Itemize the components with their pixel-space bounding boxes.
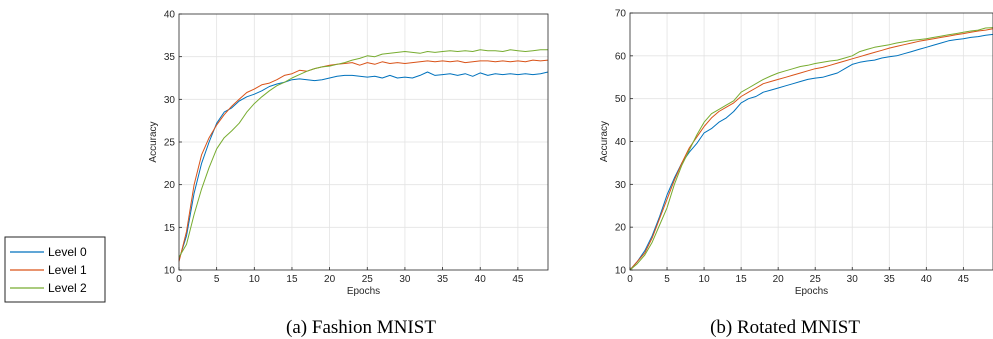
y-axis-label: Accuracy [148, 121, 159, 162]
rotated-mnist-chart: 0 5 10 15 20 25 30 35 40 45 10 20 30 40 50 60 70 Epochs Ac… [599, 9, 993, 297]
y-tick-label: 50 [615, 94, 627, 105]
y-tick-label: 30 [615, 180, 627, 191]
y-tick-label: 40 [615, 137, 627, 148]
x-tick-label: 15 [286, 274, 298, 285]
x-tick-label: 0 [176, 274, 182, 285]
legend-entry-2: Level 2 [10, 281, 87, 295]
x-tick-label: 5 [664, 274, 670, 285]
x-tick-label: 10 [699, 274, 711, 285]
legend-label-level-0: Level 0 [48, 245, 87, 259]
series-line-level-2 [629, 27, 993, 271]
x-tick-label: 30 [847, 274, 859, 285]
legend-label-level-1: Level 1 [48, 263, 87, 277]
legend: Level 0 Level 1 Level 2 [4, 236, 106, 303]
series-line-level-1 [178, 59, 549, 262]
y-tick-label: 40 [164, 10, 176, 21]
y-tick-label: 35 [164, 52, 176, 63]
x-tick-label: 5 [214, 274, 220, 285]
x-tick-label: 40 [921, 274, 933, 285]
x-tick-label: 45 [958, 274, 970, 285]
x-axis-label: Epochs [795, 286, 828, 297]
y-tick-label: 10 [615, 266, 627, 277]
series-line-level-0 [178, 71, 549, 260]
legend-entry-1: Level 1 [10, 263, 87, 277]
y-tick-label: 15 [164, 223, 176, 234]
series-line-level-2 [178, 49, 548, 258]
y-tick-label: 25 [164, 138, 176, 149]
legend-entry-0: Level 0 [10, 245, 87, 259]
x-tick-label: 40 [475, 274, 487, 285]
x-tick-label: 30 [399, 274, 411, 285]
y-tick-label: 20 [615, 223, 627, 234]
x-tick-label: 20 [324, 274, 336, 285]
y-tick-label: 70 [615, 9, 627, 20]
y-tick-label: 10 [164, 266, 176, 277]
series-line-level-1 [629, 28, 993, 271]
x-tick-label: 0 [627, 274, 633, 285]
y-tick-label: 30 [164, 95, 176, 106]
x-axis-label: Epochs [347, 286, 380, 297]
caption-a: (a) Fashion MNIST [286, 317, 436, 338]
x-tick-label: 20 [773, 274, 785, 285]
y-tick-label: 20 [164, 180, 176, 191]
x-tick-label: 10 [249, 274, 261, 285]
x-tick-label: 45 [512, 274, 524, 285]
y-axis-label: Accuracy [599, 121, 610, 162]
caption-b: (b) Rotated MNIST [710, 317, 860, 338]
y-tick-label: 60 [615, 51, 627, 62]
x-tick-label: 25 [810, 274, 822, 285]
fashion-mnist-chart: 0 5 10 15 20 25 30 35 40 45 10 15 20 25 30 35 40 Epochs Ac… [148, 10, 549, 297]
x-tick-label: 35 [437, 274, 449, 285]
x-tick-label: 35 [884, 274, 896, 285]
series-line-level-0 [629, 33, 993, 271]
legend-label-level-2: Level 2 [48, 281, 87, 295]
x-tick-label: 15 [736, 274, 748, 285]
x-tick-label: 25 [362, 274, 374, 285]
